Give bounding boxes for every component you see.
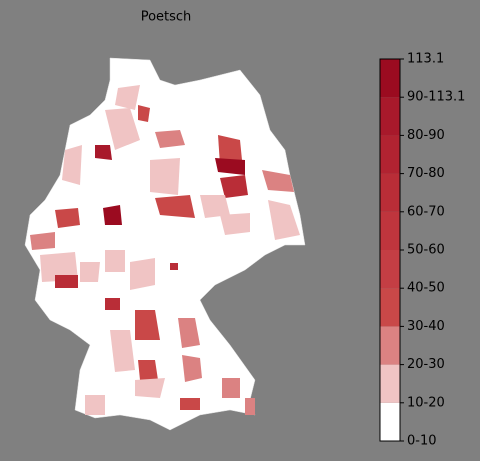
colorbar-label: 0-10 (407, 434, 437, 449)
district-shading (30, 85, 300, 415)
country-outline (24, 57, 306, 431)
colorbar-label: 80-90 (407, 128, 445, 143)
colorbar-segment (380, 326, 400, 365)
colorbar-label: 50-60 (407, 243, 445, 258)
colorbar-segment (380, 173, 400, 212)
colorbar-segment (380, 288, 400, 327)
colorbar-segment (380, 135, 400, 174)
colorbar-label: 70-80 (407, 166, 445, 181)
colorbar-label: 30-40 (407, 319, 445, 334)
colorbar: 0-10 10-20 20-30 30-40 40-50 50-60 60-70 70-80 8… (379, 52, 465, 449)
colorbar-label: 60-70 (407, 204, 445, 219)
colorbar-segment (380, 250, 400, 289)
colorbar-segment (380, 402, 400, 441)
colorbar-segment (380, 211, 400, 250)
map-title: Poetsch (141, 10, 192, 25)
germany-map (24, 57, 306, 431)
colorbar-label: 113.1 (407, 52, 444, 67)
colorbar-label: 10-20 (407, 395, 445, 410)
colorbar-segment (380, 97, 400, 136)
colorbar-label: 40-50 (407, 281, 445, 296)
colorbar-segment (380, 59, 400, 98)
colorbar-label: 20-30 (407, 357, 445, 372)
colorbar-label: 90-113.1 (407, 90, 465, 105)
colorbar-segment (380, 364, 400, 403)
